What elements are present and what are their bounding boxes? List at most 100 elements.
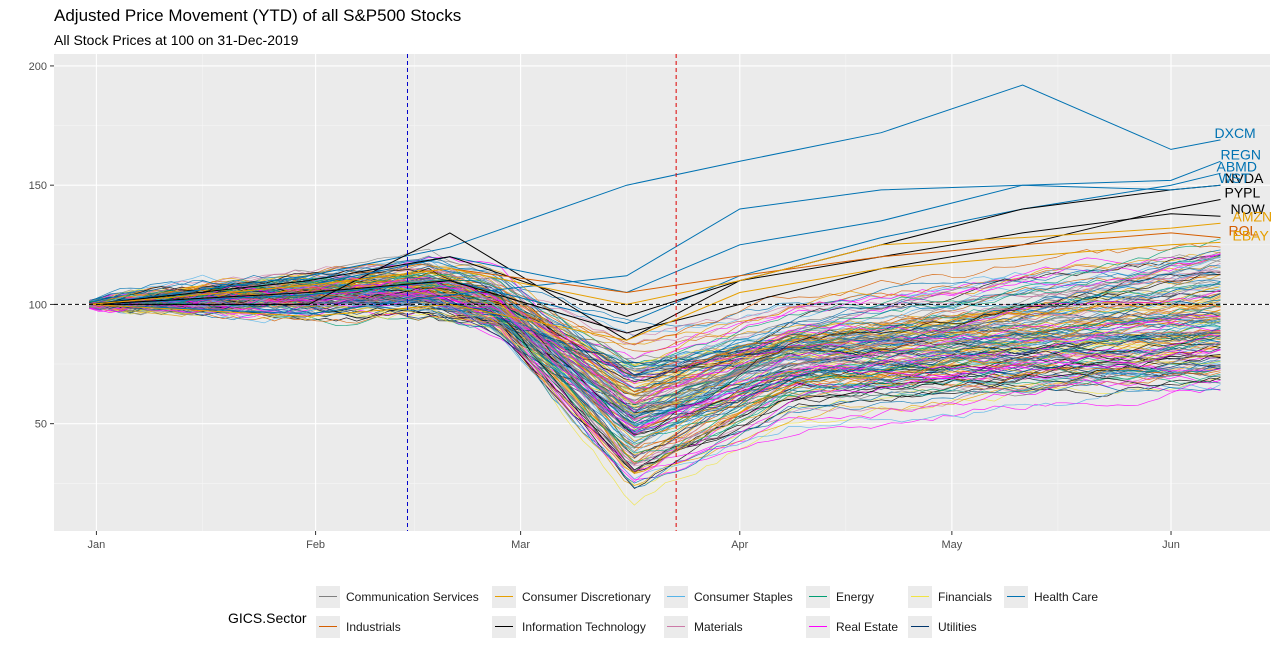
chart-subtitle: All Stock Prices at 100 on 31-Dec-2019 [54,32,299,48]
stock-line [89,243,1221,346]
legend: GICS.Sector Communication Services Consum… [228,586,1128,646]
legend-swatch [319,626,337,627]
legend-swatch [667,596,685,597]
stock-line [89,296,1221,480]
series-line-wst [89,184,1221,305]
stock-line [89,254,1221,370]
legend-item: Utilities [908,616,977,638]
series-line-ebay [89,241,1221,341]
x-tick-label: Apr [731,539,748,551]
legend-item: Consumer Discretionary [492,586,651,608]
stock-line [89,279,1221,425]
series-label-now: NOW [1231,201,1266,217]
stock-line [89,276,1221,457]
stock-line [89,277,1221,453]
legend-swatch [319,596,337,597]
legend-key [908,586,932,608]
x-tick-label: Feb [306,539,325,551]
stock-line [89,303,1221,486]
legend-item: Financials [908,586,992,608]
legend-label: Communication Services [346,590,479,604]
stock-line [89,295,1221,473]
series-line-pypl [89,199,1221,334]
stock-line [89,291,1221,403]
legend-item: Energy [806,586,874,608]
legend-label: Real Estate [836,620,899,634]
stock-line [89,278,1221,406]
stock-line [89,281,1221,429]
legend-key [664,586,688,608]
series-line-dxcm [89,84,1221,305]
legend-swatch [495,596,513,597]
stock-line [89,296,1221,429]
stock-line [89,279,1221,424]
stock-line [89,264,1221,434]
series-label-pypl: PYPL [1225,184,1261,200]
legend-key [1004,586,1028,608]
y-tick-label: 150 [29,180,47,192]
legend-key [806,586,830,608]
legend-key [492,616,516,638]
legend-label: Industrials [346,620,401,634]
legend-label: Information Technology [522,620,646,634]
series-label-dxcm: DXCM [1215,125,1256,141]
legend-key [316,586,340,608]
x-tick-label: Mar [511,539,530,551]
legend-label: Consumer Discretionary [522,590,651,604]
stock-line [89,238,1221,406]
legend-key [492,586,516,608]
legend-swatch [495,626,513,627]
legend-label: Materials [694,620,743,634]
legend-key [908,616,932,638]
series-label-nvda: NVDA [1225,170,1265,186]
stock-line [89,280,1221,413]
series-label-amzn: AMZN [1233,208,1273,224]
stock-line [89,298,1221,483]
series-line-regn [89,160,1221,315]
series-label-rol: ROL [1229,223,1258,239]
legend-label: Energy [836,590,875,604]
series-line-amzn [89,222,1221,305]
series-label-abmd: ABMD [1217,158,1257,174]
x-tick-label: May [941,539,962,551]
stock-line [89,256,1221,368]
legend-swatch [809,626,827,627]
axes: 50 100 150 200 Jan Feb Mar Apr May Jun [29,61,1180,551]
legend-item: Materials [664,616,743,638]
legend-label: Utilities [938,620,977,634]
y-tick-label: 50 [35,419,47,431]
legend-item: Health Care [1004,586,1098,608]
stock-line [89,295,1221,467]
series-label-ebay: EBAY [1233,227,1270,243]
x-tick-label: Jun [1162,539,1180,551]
y-tick-label: 100 [29,299,47,311]
stock-line [89,268,1221,466]
series-label-wst: WST [1219,170,1251,186]
chart-title: Adjusted Price Movement (YTD) of all S&P… [54,6,462,25]
legend-item: Information Technology [492,616,646,638]
x-tick-label: Jan [88,539,106,551]
legend-item: Real Estate [806,616,898,638]
legend-key [316,616,340,638]
legend-key [806,616,830,638]
stock-line [89,264,1221,345]
legend-item: Industrials [316,616,401,638]
legend-swatch [809,596,827,597]
legend-label: Health Care [1034,590,1099,604]
legend-swatch [1007,596,1025,597]
labeled-series [89,84,1221,341]
legend-label: Financials [938,590,993,604]
legend-swatch [667,626,685,627]
stock-line [89,296,1221,379]
legend-item: Communication Services [316,586,479,608]
reference-lines [54,54,1270,531]
legend-swatch [911,626,929,627]
stock-line [89,260,1221,417]
legend-label: Consumer Staples [694,590,793,604]
legend-key [664,616,688,638]
legend-item: Consumer Staples [664,586,793,608]
legend-title: GICS.Sector [228,610,307,626]
y-tick-label: 200 [29,61,47,73]
